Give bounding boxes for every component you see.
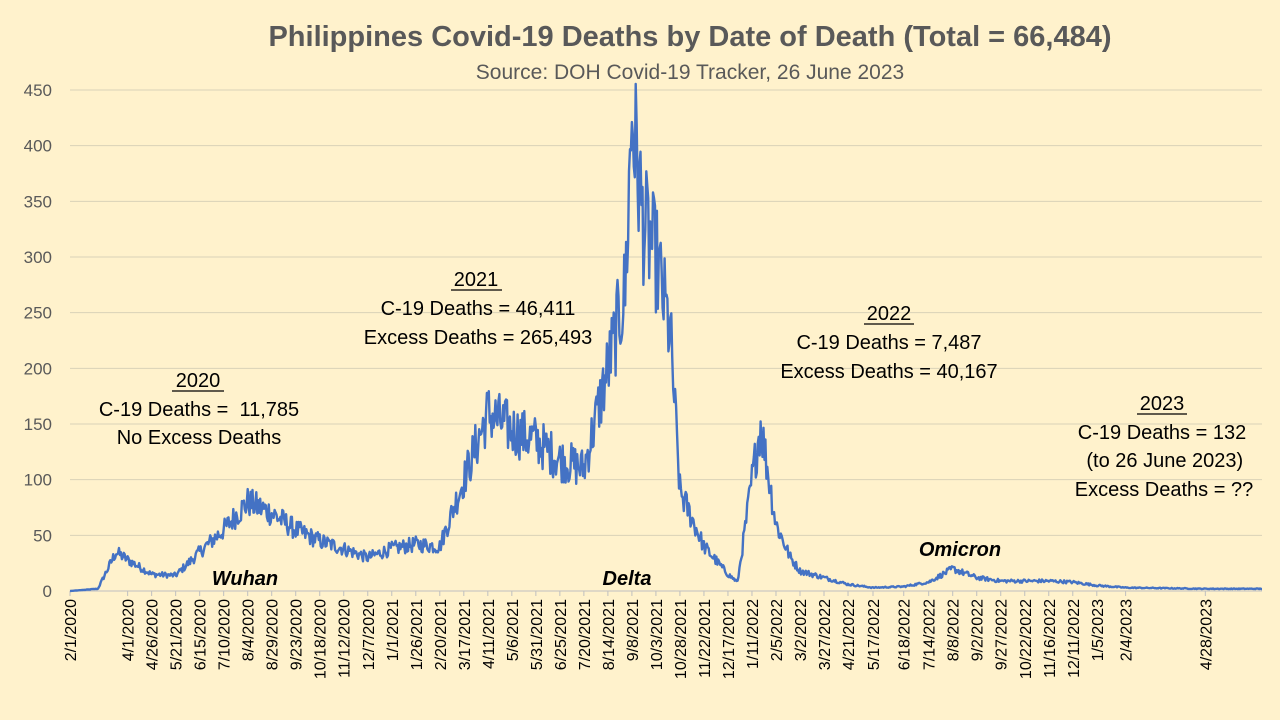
x-tick-label: 2/4/2023 <box>1119 599 1136 661</box>
x-tick-label: 3/17/2021 <box>457 599 474 670</box>
annotation-2022-line-1: C-19 Deaths = 7,487 <box>796 332 981 354</box>
deaths-series-line <box>69 82 1263 593</box>
wave-label-omicron: Omicron <box>919 539 1001 561</box>
x-tick-label: 4/21/2022 <box>841 599 858 670</box>
x-tick-label: 7/20/2021 <box>577 599 594 670</box>
x-tick-label: 1/11/2022 <box>745 599 762 669</box>
y-tick-label: 200 <box>24 359 52 378</box>
y-tick-label: 300 <box>24 248 52 267</box>
x-tick-label: 2/5/2022 <box>769 599 786 661</box>
annotation-2020-line-2: No Excess Deaths <box>117 427 282 449</box>
annotation-2021-line-2: Excess Deaths = 265,493 <box>364 327 592 349</box>
x-tick-label: 5/6/2021 <box>505 599 522 661</box>
x-tick-label: 1/26/2021 <box>409 599 426 670</box>
annotation-2023: 2023 C-19 Deaths = 132 (to 26 June 2023)… <box>1075 393 1253 501</box>
x-tick-label: 8/8/2022 <box>946 599 963 661</box>
x-tick-label: 3/27/2022 <box>817 599 834 670</box>
annotation-2021-year: 2021 <box>454 269 499 291</box>
x-tick-label: 6/18/2022 <box>897 599 914 670</box>
series-layer <box>69 82 1263 593</box>
x-tick-label: 4/11/2021 <box>481 599 498 669</box>
x-tick-label: 8/29/2020 <box>265 599 282 670</box>
annotation-2023-year: 2023 <box>1140 393 1185 415</box>
y-tick-label: 250 <box>24 304 52 323</box>
annotation-2020-year: 2020 <box>176 370 221 392</box>
x-tick-label: 9/8/2021 <box>625 599 642 661</box>
annotation-2022: 2022 C-19 Deaths = 7,487 Excess Deaths =… <box>780 303 997 383</box>
y-tick-label: 150 <box>24 415 52 434</box>
x-tick-label: 11/16/2022 <box>1042 599 1059 678</box>
annotation-2023-line-3: Excess Deaths = ?? <box>1075 479 1253 501</box>
wave-label-wuhan: Wuhan <box>212 568 278 590</box>
x-tick-label: 7/14/2022 <box>922 599 939 670</box>
x-tick-label: 7/10/2020 <box>217 599 234 670</box>
chart-subtitle: Source: DOH Covid-19 Tracker, 26 June 20… <box>476 61 904 84</box>
x-tick-label: 9/23/2020 <box>289 599 306 670</box>
x-tick-label: 12/17/2021 <box>721 599 738 679</box>
x-tick-label: 4/26/2020 <box>145 599 162 670</box>
annotation-2021: 2021 C-19 Deaths = 46,411 Excess Deaths … <box>364 269 592 349</box>
x-tick-label: 5/31/2021 <box>529 599 546 670</box>
x-tick-label: 1/1/2021 <box>385 599 402 661</box>
x-tick-label: 6/25/2021 <box>553 599 570 670</box>
x-axis-ticks: 2/1/2020 4/1/2020 4/26/2020 5/21/2020 6/15/2… <box>63 591 1215 679</box>
annotation-2023-line-1: C-19 Deaths = 132 <box>1078 422 1246 444</box>
y-tick-label: 100 <box>24 471 52 490</box>
y-tick-label: 450 <box>24 81 52 100</box>
x-tick-label: 4/28/2023 <box>1198 599 1215 670</box>
x-tick-label: 3/2/2022 <box>793 599 810 661</box>
x-tick-label: 11/22/2021 <box>697 599 714 678</box>
x-tick-label: 8/14/2021 <box>601 599 618 670</box>
x-tick-label: 5/21/2020 <box>169 599 186 670</box>
annotation-2020-line-1: C-19 Deaths = 11,785 <box>99 399 299 421</box>
x-tick-label: 6/15/2020 <box>193 599 210 670</box>
chart-title: Philippines Covid-19 Deaths by Date of D… <box>268 21 1111 53</box>
x-tick-label: 10/18/2020 <box>313 599 330 679</box>
x-tick-label: 8/4/2020 <box>241 599 258 661</box>
annotation-2022-line-2: Excess Deaths = 40,167 <box>780 361 997 383</box>
x-tick-label: 12/7/2020 <box>361 599 378 670</box>
x-tick-label: 9/2/2022 <box>970 599 987 661</box>
x-tick-label: 5/17/2022 <box>866 599 883 670</box>
x-tick-label: 1/5/2023 <box>1090 599 1107 661</box>
y-tick-label: 0 <box>43 582 52 601</box>
annotation-2021-line-1: C-19 Deaths = 46,411 <box>381 298 576 320</box>
x-tick-label: 9/27/2022 <box>994 599 1011 670</box>
wave-label-delta: Delta <box>603 568 652 590</box>
annotation-2022-year: 2022 <box>867 303 912 325</box>
x-tick-label: 2/20/2021 <box>433 599 450 670</box>
annotation-2020: 2020 C-19 Deaths = 11,785 No Excess Deat… <box>99 370 299 449</box>
x-tick-label: 12/11/2022 <box>1066 599 1083 678</box>
x-tick-label: 10/22/2022 <box>1018 599 1035 679</box>
x-tick-label: 10/3/2021 <box>649 599 666 670</box>
y-tick-label: 50 <box>33 526 52 545</box>
y-tick-label: 350 <box>24 192 52 211</box>
x-tick-label: 2/1/2020 <box>63 599 80 661</box>
gridlines <box>70 89 1262 592</box>
x-tick-label: 11/12/2020 <box>337 599 354 678</box>
y-axis-ticks: 0 50 100 150 200 250 300 350 400 450 <box>24 81 52 601</box>
annotation-2023-line-2: (to 26 June 2023) <box>1081 450 1243 472</box>
y-tick-label: 400 <box>24 137 52 156</box>
x-tick-label: 4/1/2020 <box>121 599 138 661</box>
x-tick-label: 10/28/2021 <box>673 599 690 679</box>
